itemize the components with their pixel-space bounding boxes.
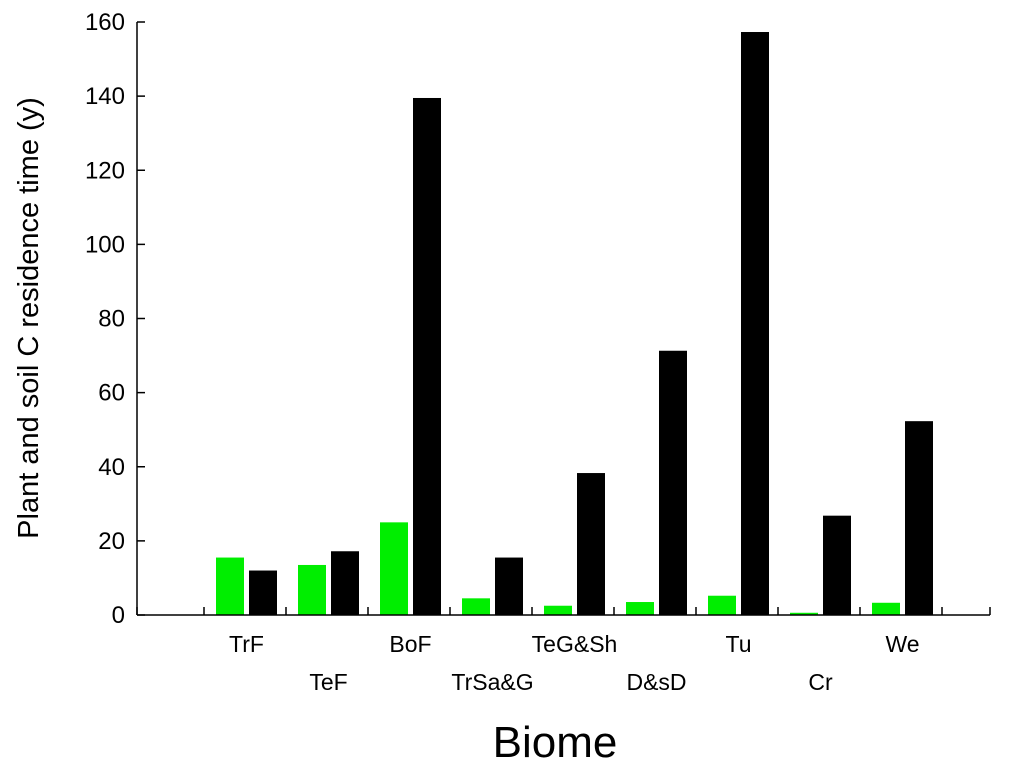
bar-D&sD-series-2 [659,350,687,615]
x-tick-label: D&sD [626,669,686,695]
x-tick-label: TrF [229,631,264,657]
bars-group [216,32,933,615]
x-tick-label: Cr [808,669,833,695]
x-tick-label: BoF [389,631,431,657]
bar-BoF-series-1 [380,522,408,615]
bar-TeF-series-2 [331,551,359,615]
bar-TeF-series-1 [298,564,326,615]
y-tick-label: 100 [85,231,125,258]
x-tick-label: TeF [309,669,347,695]
y-axis-label: Plant and soil C residence time (y) [13,97,45,539]
bar-Tu-series-1 [708,595,736,615]
y-tick-label: 20 [98,528,125,555]
y-tick-label: 120 [85,157,125,184]
y-tick-label: 140 [85,83,125,110]
bar-Cr-series-2 [823,515,851,615]
x-tick-label: TeG&Sh [532,631,618,657]
y-tick-label: 60 [98,380,125,407]
x-ticks-group: TrF TeF BoF TrSa&G TeG&Sh D&sD Tu Cr We [136,607,991,695]
y-tick-label: 40 [98,454,125,481]
bar-BoF-series-2 [413,97,441,615]
bar-D&sD-series-1 [626,602,654,615]
y-tick-label: 160 [85,9,125,36]
x-tick-label: We [885,631,919,657]
y-ticks-group: 0 20 40 60 80 100 120 140 160 [85,9,145,629]
bar-TeG&Sh-series-1 [544,605,572,615]
bar-TrF-series-2 [249,570,277,615]
axes-group [136,22,990,616]
y-tick-label: 80 [98,306,125,333]
bar-TrSa&G-series-1 [462,598,490,615]
bar-We-series-1 [872,602,900,615]
bar-TeG&Sh-series-2 [577,473,605,615]
x-tick-label: Tu [726,631,752,657]
x-tick-label: TrSa&G [451,669,533,695]
bar-Tu-series-2 [741,32,769,615]
bar-We-series-2 [905,421,933,615]
x-axis-label: Biome [493,718,618,760]
bar-TrF-series-1 [216,557,244,615]
y-tick-label: 0 [112,602,125,629]
bar-TrSa&G-series-2 [495,557,523,615]
bar-Cr-series-1 [790,612,818,615]
